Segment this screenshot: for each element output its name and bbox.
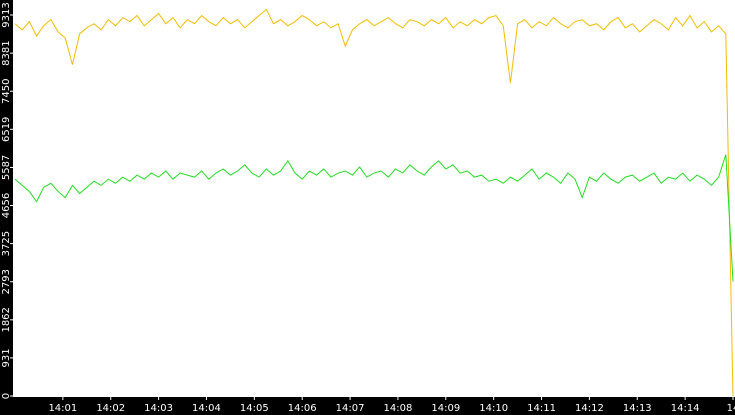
y-tick-label: 1862 [1, 307, 12, 332]
y-tick-label: 931 [1, 348, 12, 367]
series-line [14, 154, 734, 282]
y-tick-label: 7450 [1, 79, 12, 104]
x-tick-label: 14:03 [144, 403, 173, 414]
y-tick-label: 5587 [1, 155, 12, 180]
x-tick-label: 14 [727, 403, 735, 414]
x-tick-label: 14:09 [431, 403, 460, 414]
x-tick-label: 14:13 [623, 403, 652, 414]
x-tick-label: 14:14 [671, 403, 700, 414]
y-tick-label: 0 [1, 393, 12, 399]
x-axis-strip [0, 397, 735, 415]
x-tick-label: 14:02 [96, 403, 125, 414]
y-tick-label: 6519 [1, 117, 12, 142]
y-tick-label: 2793 [1, 269, 12, 294]
x-tick-label: 14:04 [192, 403, 221, 414]
y-tick-label: 4656 [1, 193, 12, 218]
x-tick-label: 14:08 [384, 403, 413, 414]
x-tick-label: 14:12 [575, 403, 604, 414]
y-tick-label: 9313 [1, 2, 12, 27]
x-tick-label: 14:01 [48, 403, 77, 414]
x-tick-label: 14:10 [479, 403, 508, 414]
x-tick-label: 14:05 [240, 403, 269, 414]
y-tick-label: 8381 [1, 40, 12, 65]
x-tick-label: 14:11 [527, 403, 556, 414]
y-axis-strip [0, 0, 13, 415]
x-tick-label: 14:06 [288, 403, 317, 414]
x-tick-label: 14:07 [336, 403, 365, 414]
y-tick-label: 3725 [1, 231, 12, 256]
series-line [14, 8, 734, 397]
